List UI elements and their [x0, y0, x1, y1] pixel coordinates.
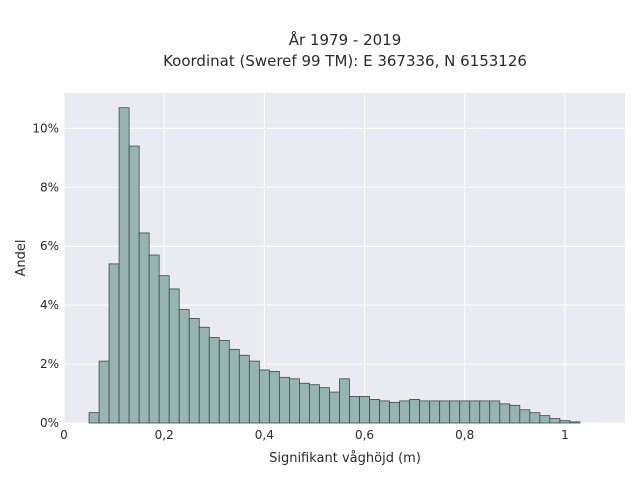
- histogram-bar: [389, 401, 400, 424]
- histogram-bar: [118, 107, 130, 424]
- histogram-bar: [289, 378, 300, 424]
- histogram-bar: [559, 420, 571, 424]
- histogram-bar: [509, 404, 521, 424]
- histogram-bar: [208, 337, 220, 424]
- histogram-bar: [339, 378, 350, 424]
- histogram-bar: [198, 326, 210, 424]
- histogram-bar: [268, 371, 280, 424]
- histogram-bar: [88, 412, 100, 424]
- histogram-bar: [128, 145, 140, 424]
- histogram-bar: [278, 376, 290, 424]
- histogram-bar: [158, 275, 170, 424]
- histogram-bar: [529, 412, 541, 424]
- chart-title-line-1: År 1979 - 2019: [289, 30, 402, 49]
- histogram-bar: [349, 396, 360, 424]
- histogram-bar: [519, 409, 531, 424]
- histogram-bar: [459, 400, 471, 424]
- y-tick-label: 0%: [40, 416, 59, 430]
- y-tick-label: 10%: [32, 121, 59, 135]
- y-tick-label: 4%: [40, 298, 59, 312]
- histogram-bar: [499, 403, 511, 424]
- histogram-bar: [148, 254, 160, 424]
- histogram-bar: [228, 348, 240, 424]
- histogram-bar: [108, 263, 120, 424]
- histogram-bar: [369, 399, 380, 424]
- histogram-bar: [399, 400, 411, 424]
- x-tick-label: 0,6: [355, 428, 374, 442]
- histogram-bar: [218, 340, 230, 424]
- x-tick-label: 0: [60, 428, 68, 442]
- histogram-bar: [98, 360, 110, 424]
- histogram-bar: [479, 400, 491, 424]
- histogram-bar: [539, 415, 551, 424]
- histogram-bar: [329, 391, 340, 424]
- histogram-bar: [309, 384, 320, 424]
- x-tick-label: 0,8: [455, 428, 474, 442]
- histogram-bar: [258, 369, 270, 424]
- histogram-bar: [409, 399, 421, 424]
- histogram-bar: [419, 400, 431, 424]
- y-tick-label: 2%: [40, 357, 59, 371]
- histogram-bar: [359, 396, 370, 424]
- x-tick-label: 0,2: [155, 428, 174, 442]
- histogram-bar: [569, 421, 581, 424]
- x-axis-label: Signifikant våghöjd (m): [269, 451, 421, 466]
- y-tick-label: 6%: [40, 239, 59, 253]
- histogram-bar: [188, 318, 200, 424]
- histogram-bar: [549, 418, 561, 424]
- histogram-bar: [168, 288, 180, 424]
- histogram-bar: [489, 400, 501, 424]
- histogram-bar: [469, 400, 481, 424]
- histogram-bar: [449, 400, 461, 424]
- bars: [88, 107, 581, 424]
- histogram-bar: [429, 400, 441, 424]
- tick-labels: 0 0,2 0,4 0,6 0,8 10%2%4%6%8%10%: [32, 121, 568, 442]
- y-tick-label: 8%: [40, 180, 59, 194]
- histogram-bar: [138, 232, 150, 424]
- x-tick-label: 1: [561, 428, 569, 442]
- y-axis-label: Andel: [14, 240, 29, 277]
- histogram-bar: [379, 400, 390, 424]
- chart-title-line-2: Koordinat (Sweref 99 TM): E 367336, N 61…: [163, 52, 527, 70]
- histogram-bar: [319, 387, 330, 424]
- histogram-bar: [299, 382, 310, 424]
- histogram-bar: [439, 400, 451, 424]
- histogram-bar: [248, 360, 260, 424]
- histogram-bar: [238, 354, 250, 424]
- x-tick-label: 0,4: [255, 428, 274, 442]
- histogram-bar: [178, 309, 190, 424]
